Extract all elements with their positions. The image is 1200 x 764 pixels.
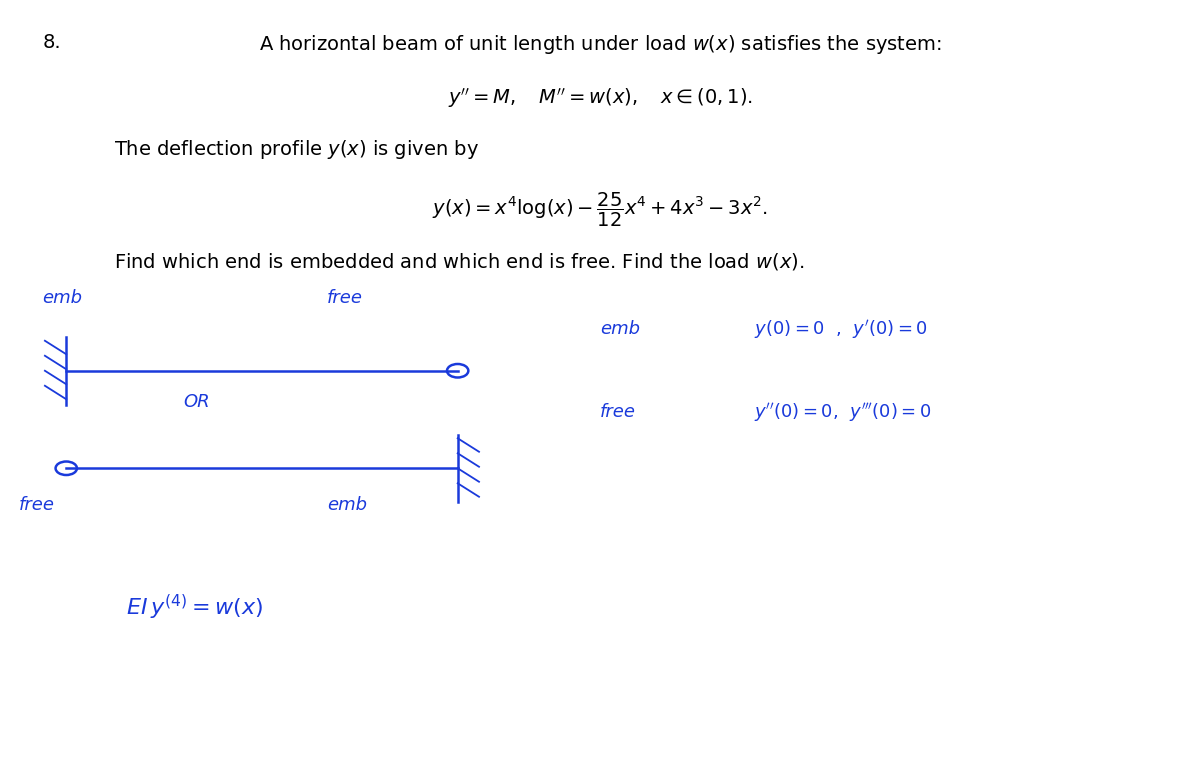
Text: $y(0) = 0$  ,  $y'(0) = 0$: $y(0) = 0$ , $y'(0) = 0$	[754, 318, 928, 341]
Text: Find which end is embedded and which end is free. Find the load $w(x)$.: Find which end is embedded and which end…	[114, 251, 804, 272]
Text: The deflection profile $y(x)$ is given by: The deflection profile $y(x)$ is given b…	[114, 138, 479, 161]
Text: $EI\, y^{(4)} = w(x)$: $EI\, y^{(4)} = w(x)$	[126, 592, 263, 622]
Text: $y''(0) = 0$,  $y'''(0) = 0$: $y''(0) = 0$, $y'''(0) = 0$	[754, 400, 932, 423]
Text: A horizontal beam of unit length under load $w(x)$ satisfies the system:: A horizontal beam of unit length under l…	[259, 33, 941, 57]
Text: emb: emb	[42, 289, 83, 307]
Text: emb: emb	[328, 496, 367, 514]
Text: free: free	[19, 496, 55, 514]
Text: OR: OR	[184, 393, 210, 410]
Text: $y'' = M, \quad M'' = w(x), \quad x \in (0, 1).$: $y'' = M, \quad M'' = w(x), \quad x \in …	[448, 86, 752, 110]
Text: free: free	[600, 403, 636, 421]
Text: emb: emb	[600, 320, 640, 338]
Text: free: free	[328, 289, 364, 307]
Text: 8.: 8.	[42, 33, 61, 52]
Text: $y(x) = x^4 \log(x) - \dfrac{25}{12}x^4 + 4x^3 - 3x^2.$: $y(x) = x^4 \log(x) - \dfrac{25}{12}x^4 …	[432, 191, 768, 228]
